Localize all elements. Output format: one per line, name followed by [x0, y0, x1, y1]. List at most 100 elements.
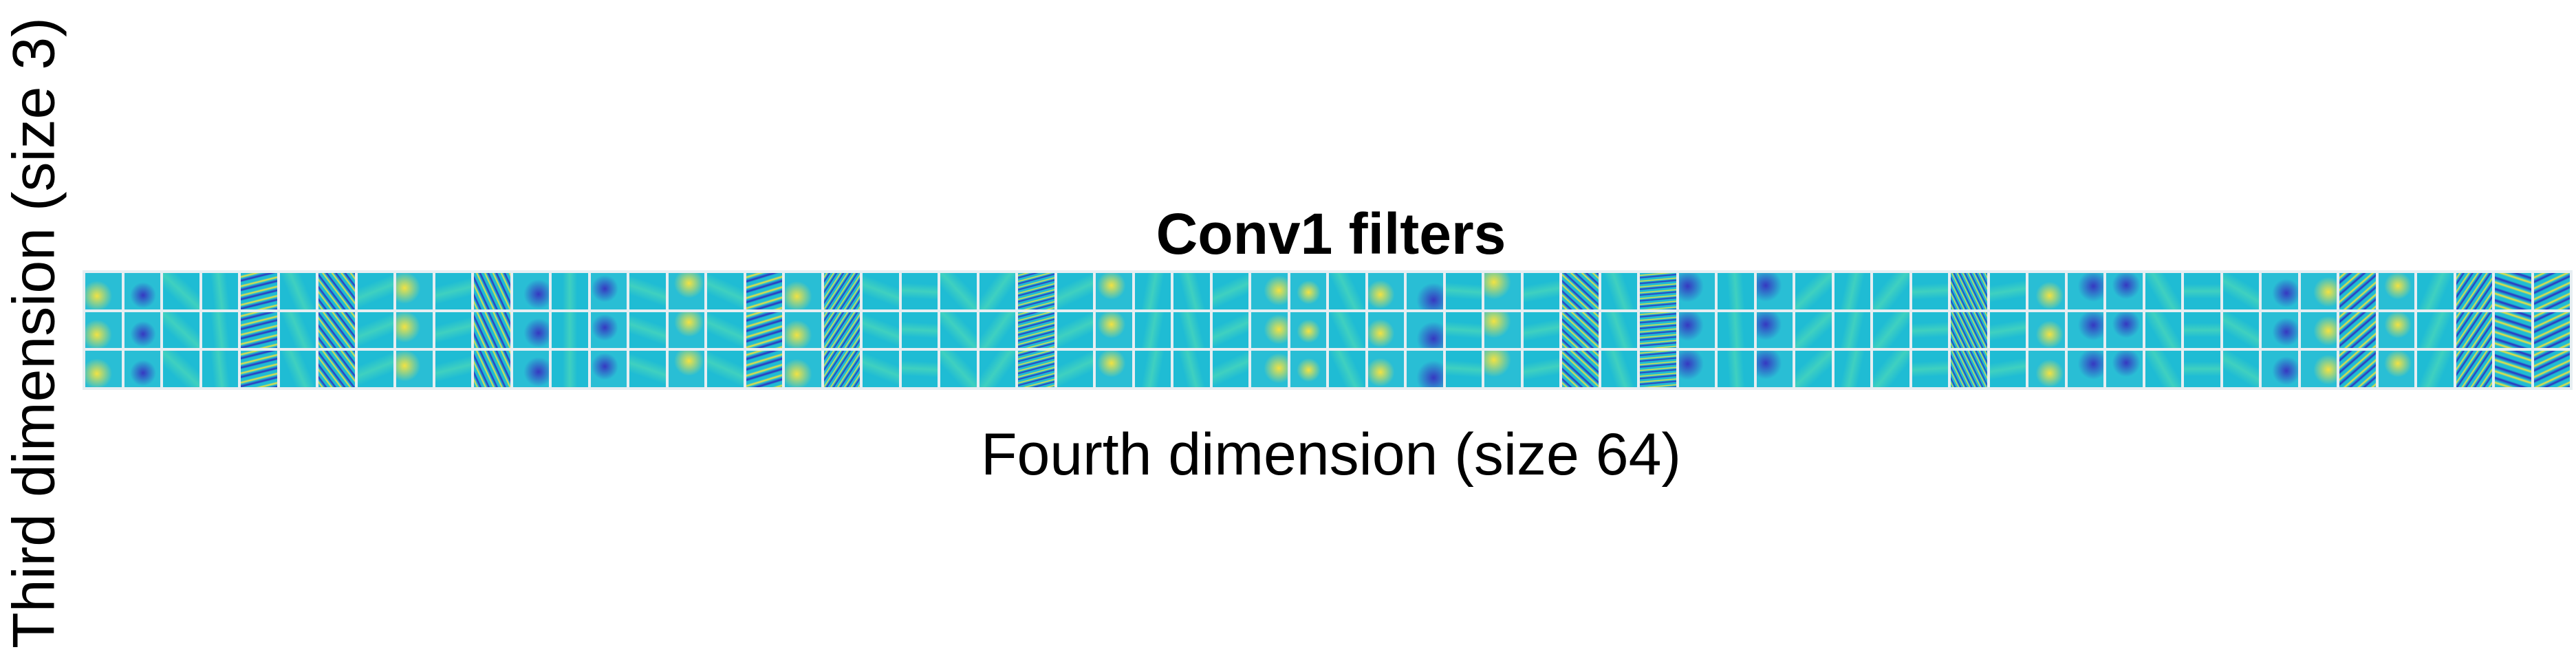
- x-axis-label: Fourth dimension (size 64): [980, 422, 1682, 488]
- filter-cell: [1367, 312, 1404, 349]
- filter-cell: [1445, 273, 1482, 309]
- filter-cell: [590, 351, 627, 387]
- filter-cell: [1290, 273, 1326, 309]
- filter-cell: [85, 351, 122, 387]
- filter-cell: [1795, 312, 1832, 349]
- filter-cell: [1096, 273, 1132, 309]
- filter-cell: [823, 351, 860, 387]
- filter-cell: [1912, 312, 1948, 349]
- filter-cell: [2417, 312, 2454, 349]
- filter-cell: [435, 351, 471, 387]
- filter-cell: [474, 273, 510, 309]
- filter-cell: [707, 273, 744, 309]
- filter-cell: [1601, 312, 1637, 349]
- filter-cell: [1718, 273, 1754, 309]
- filter-cell: [979, 273, 1015, 309]
- filter-cell: [746, 273, 782, 309]
- filter-cell: [1912, 351, 1948, 387]
- filter-cell: [1678, 312, 1715, 349]
- filter-cell: [1096, 312, 1132, 349]
- filter-cell: [707, 312, 744, 349]
- filter-cell: [2456, 312, 2492, 349]
- filter-cell: [707, 351, 744, 387]
- filter-cell: [746, 312, 782, 349]
- filter-cell: [202, 312, 238, 349]
- filter-cell: [2028, 312, 2065, 349]
- filter-cell: [2145, 351, 2181, 387]
- filter-cell: [1134, 312, 1171, 349]
- filter-cell: [2417, 351, 2454, 387]
- filter-cell: [1756, 351, 1793, 387]
- filter-cell: [1212, 351, 1248, 387]
- filter-cell: [1640, 273, 1676, 309]
- filter-cell: [629, 351, 666, 387]
- filter-cell: [318, 273, 355, 309]
- filter-cell: [2378, 351, 2414, 387]
- filter-cell: [357, 351, 393, 387]
- filter-cell: [1134, 273, 1171, 309]
- filter-cell: [2339, 312, 2376, 349]
- filter-cell: [940, 273, 977, 309]
- filter-cell: [940, 312, 977, 349]
- filter-cell: [512, 273, 549, 309]
- filter-cell: [746, 351, 782, 387]
- filter-cell: [2495, 273, 2531, 309]
- filter-cell: [318, 312, 355, 349]
- filter-cell: [668, 312, 704, 349]
- filter-cell: [1873, 351, 1909, 387]
- filter-cell: [2145, 312, 2181, 349]
- filter-cell: [2106, 273, 2143, 309]
- filter-cell: [85, 312, 122, 349]
- filter-cell: [1407, 273, 1443, 309]
- figure-title: Conv1 filters: [1156, 201, 1506, 266]
- filter-cell: [1329, 312, 1365, 349]
- filter-cell: [1484, 351, 1521, 387]
- filter-cell: [1445, 351, 1482, 387]
- filter-cell: [1290, 351, 1326, 387]
- filter-cell: [1329, 351, 1365, 387]
- filter-cell: [1367, 351, 1404, 387]
- filter-cell: [1173, 273, 1210, 309]
- filter-cell: [629, 273, 666, 309]
- filter-cell: [2222, 273, 2259, 309]
- filter-cell: [1912, 273, 1948, 309]
- filter-cell: [1096, 351, 1132, 387]
- filter-cell: [241, 312, 277, 349]
- filter-cell: [590, 312, 627, 349]
- filter-cell: [124, 351, 160, 387]
- filter-cell: [1445, 312, 1482, 349]
- filter-cell: [163, 351, 199, 387]
- filter-cell: [1018, 273, 1054, 309]
- filter-cell: [1718, 312, 1754, 349]
- filter-cell: [2028, 351, 2065, 387]
- filter-cell: [163, 273, 199, 309]
- filter-cell: [823, 273, 860, 309]
- filter-cell: [1640, 312, 1676, 349]
- filter-cell: [85, 273, 122, 309]
- filter-cell: [901, 273, 938, 309]
- filter-cell: [241, 273, 277, 309]
- filter-cell: [1173, 312, 1210, 349]
- filter-cell: [979, 351, 1015, 387]
- filter-cell: [1134, 351, 1171, 387]
- filter-cell: [2417, 273, 2454, 309]
- filter-cell: [901, 351, 938, 387]
- filter-cell: [2533, 312, 2570, 349]
- filter-cell: [1057, 273, 1093, 309]
- filter-cell: [590, 273, 627, 309]
- filter-cell: [1834, 273, 1870, 309]
- filter-cell: [2378, 312, 2414, 349]
- filter-cell: [1562, 312, 1599, 349]
- filter-cell: [1640, 351, 1676, 387]
- filter-cell: [1678, 351, 1715, 387]
- filter-cell: [435, 273, 471, 309]
- filter-cell: [1873, 312, 1909, 349]
- filter-cell: [396, 273, 433, 309]
- filter-cell: [552, 351, 588, 387]
- filter-cell: [202, 351, 238, 387]
- filter-cell: [629, 312, 666, 349]
- filter-cell: [2378, 273, 2414, 309]
- filter-cell: [1367, 273, 1404, 309]
- filter-cell: [2067, 312, 2103, 349]
- filter-cell: [785, 312, 821, 349]
